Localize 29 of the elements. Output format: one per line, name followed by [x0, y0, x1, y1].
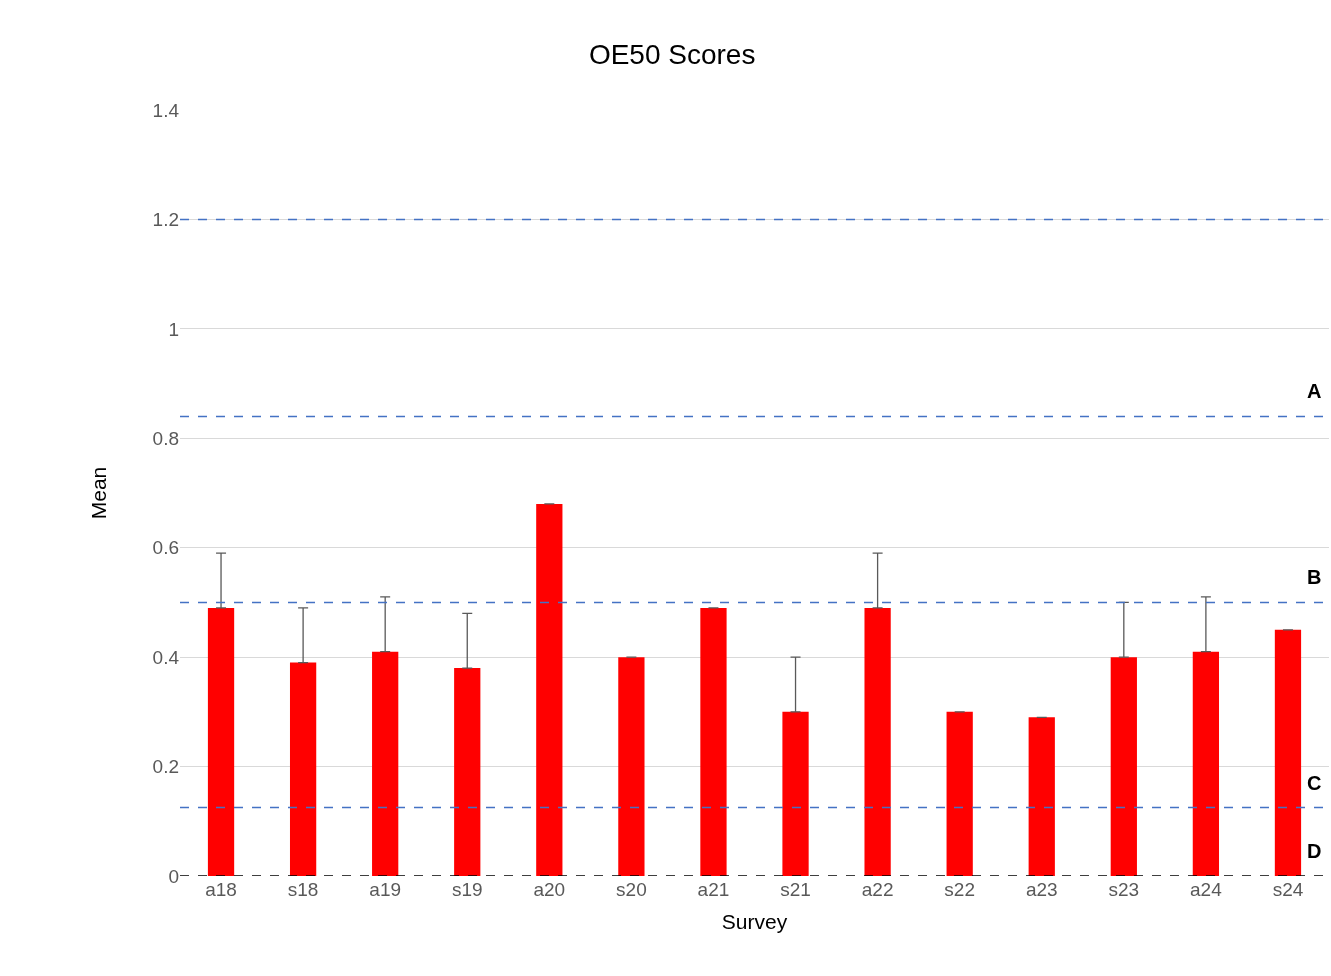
x-tick-label: a20 — [533, 879, 566, 900]
x-tick-label: s22 — [944, 879, 975, 900]
y-tick-label: 0.4 — [152, 646, 180, 668]
x-tick-label: a24 — [1190, 879, 1223, 900]
y-tick-label: 1 — [168, 318, 179, 340]
x-axis-title: Survey — [721, 910, 788, 934]
chart-title: OE50 Scores — [588, 38, 756, 70]
x-tick-label: s19 — [451, 879, 483, 900]
x-tick-label: a18 — [205, 879, 237, 900]
y-tick-label: 1.2 — [152, 209, 179, 231]
x-tick-label: a19 — [369, 879, 402, 900]
x-tick-label: s24 — [1272, 879, 1304, 900]
x-tick-label: a22 — [861, 879, 894, 900]
x-tick-label: s21 — [780, 879, 811, 900]
y-tick-label: 0.6 — [152, 537, 179, 559]
ref-line-label: B — [1307, 566, 1322, 588]
y-tick-label: 0.8 — [152, 427, 179, 449]
ref-line-label: A — [1307, 380, 1322, 402]
ref-line-label: D — [1307, 840, 1322, 862]
x-tick-label: s23 — [1108, 879, 1140, 900]
ref-line-label: C — [1307, 772, 1322, 794]
y-tick-label: 1.4 — [152, 99, 180, 121]
x-tick-label: a21 — [697, 879, 730, 900]
x-tick-label: a23 — [1025, 879, 1058, 900]
y-tick-label: 0.2 — [152, 756, 179, 778]
x-tick-label: s18 — [287, 879, 319, 900]
y-tick-label: 0 — [168, 865, 179, 887]
y-axis-title: Mean — [86, 466, 110, 520]
x-tick-label: s20 — [616, 879, 647, 900]
